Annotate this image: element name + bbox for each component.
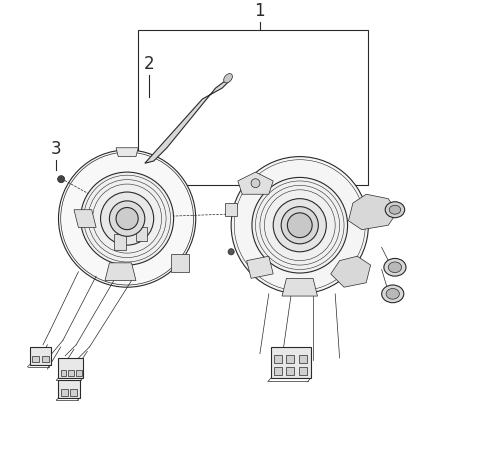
Bar — [59, 358, 83, 378]
Bar — [274, 355, 282, 363]
Bar — [32, 356, 39, 363]
Bar — [287, 355, 294, 363]
Ellipse shape — [386, 289, 399, 299]
Bar — [68, 370, 74, 376]
Ellipse shape — [116, 208, 138, 230]
Ellipse shape — [81, 173, 174, 266]
Polygon shape — [145, 78, 231, 164]
Polygon shape — [238, 173, 273, 195]
Bar — [274, 368, 282, 376]
Bar — [59, 380, 80, 398]
Polygon shape — [282, 279, 317, 296]
Bar — [76, 370, 82, 376]
Bar — [60, 370, 66, 376]
Polygon shape — [331, 257, 371, 288]
Text: 1: 1 — [254, 2, 265, 20]
Bar — [70, 389, 77, 396]
Ellipse shape — [288, 213, 312, 238]
Ellipse shape — [384, 259, 406, 276]
Ellipse shape — [281, 207, 318, 244]
Polygon shape — [348, 195, 397, 230]
Ellipse shape — [273, 199, 326, 252]
Bar — [136, 228, 147, 241]
Bar — [30, 347, 51, 365]
Ellipse shape — [389, 206, 401, 215]
Circle shape — [58, 176, 65, 183]
Text: 2: 2 — [144, 55, 155, 74]
Bar — [114, 235, 126, 250]
Polygon shape — [116, 148, 138, 157]
Ellipse shape — [252, 178, 348, 273]
Polygon shape — [74, 210, 96, 228]
Ellipse shape — [224, 74, 232, 84]
Text: 3: 3 — [51, 139, 61, 157]
Bar — [60, 389, 68, 396]
Ellipse shape — [109, 202, 145, 237]
Bar — [299, 368, 307, 376]
Ellipse shape — [382, 285, 404, 303]
Polygon shape — [171, 254, 189, 272]
Bar — [42, 356, 49, 363]
Ellipse shape — [388, 262, 402, 273]
Polygon shape — [105, 263, 136, 281]
Bar — [271, 347, 311, 378]
Bar — [299, 355, 307, 363]
Ellipse shape — [231, 157, 368, 294]
Polygon shape — [247, 257, 273, 279]
Circle shape — [228, 249, 234, 255]
Circle shape — [251, 179, 260, 188]
Ellipse shape — [385, 202, 405, 218]
Bar — [138, 32, 368, 186]
Ellipse shape — [100, 193, 154, 246]
Bar — [287, 368, 294, 376]
Bar — [225, 204, 237, 217]
Ellipse shape — [59, 151, 196, 288]
